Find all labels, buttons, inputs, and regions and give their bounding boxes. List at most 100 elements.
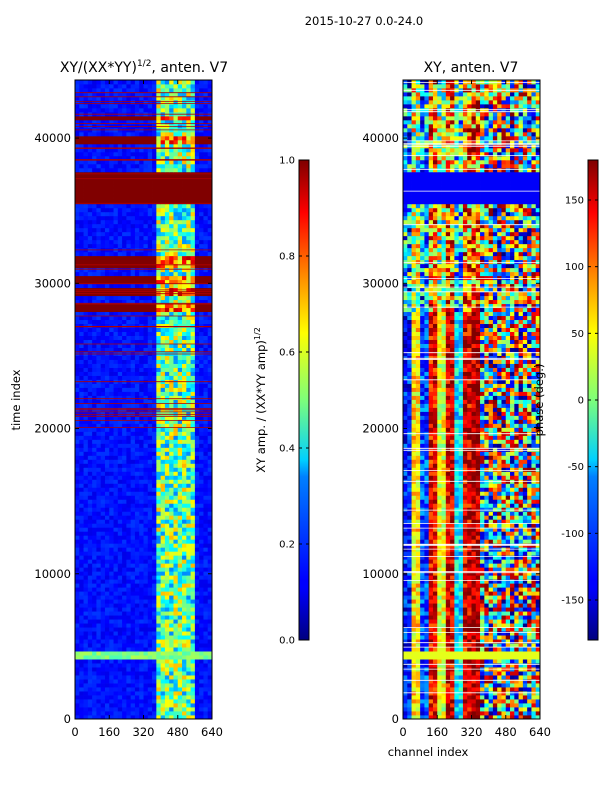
amplitude-heatmap-cell xyxy=(203,551,209,556)
amplitude-heatmap-cell xyxy=(117,179,123,185)
amplitude-heatmap-cell xyxy=(152,419,157,424)
amplitude-heatmap-cell xyxy=(139,615,144,620)
amplitude-heatmap-cell xyxy=(122,119,127,125)
amplitude-heatmap-cell xyxy=(109,435,114,440)
amplitude-heatmap-cell xyxy=(134,259,140,265)
amplitude-heatmap-cell xyxy=(92,495,97,500)
amplitude-heatmap-cell xyxy=(190,315,196,321)
amplitude-heatmap-cell xyxy=(143,311,149,317)
amplitude-heatmap-cell xyxy=(164,587,170,592)
amplitude-heatmap-cell xyxy=(117,603,123,608)
amplitude-heatmap-cell xyxy=(199,435,204,440)
amplitude-heatmap-cell xyxy=(83,435,89,440)
amplitude-heatmap-cell xyxy=(87,507,93,512)
amplitude-heatmap-cell xyxy=(109,499,114,504)
amplitude-heatmap-cell xyxy=(186,131,191,137)
amplitude-heatmap-cell xyxy=(169,475,174,480)
amplitude-heatmap-cell xyxy=(126,479,132,484)
amplitude-heatmap-cell xyxy=(186,187,191,193)
amplitude-heatmap-cell xyxy=(139,215,144,221)
amplitude-heatmap-cell xyxy=(156,403,162,408)
amplitude-heatmap-cell xyxy=(147,275,153,281)
amplitude-heatmap-cell xyxy=(104,307,110,313)
amplitude-heatmap-cell xyxy=(177,415,183,420)
amplitude-heatmap-cell xyxy=(79,515,84,520)
amplitude-heatmap-cell xyxy=(177,575,183,580)
amplitude-heatmap-cell xyxy=(147,579,153,584)
amplitude-heatmap-cell xyxy=(143,119,149,125)
amplitude-heatmap-cell xyxy=(143,599,149,604)
amplitude-heatmap-cell xyxy=(92,215,97,221)
amplitude-heatmap-cell xyxy=(160,211,166,217)
amplitude-heatmap-cell xyxy=(164,335,170,340)
amplitude-heatmap-cell xyxy=(203,103,209,109)
amplitude-heatmap-cell xyxy=(203,675,209,680)
amplitude-heatmap-cell xyxy=(177,279,183,285)
amplitude-heatmap-cell xyxy=(75,643,80,648)
amplitude-heatmap-cell xyxy=(100,475,106,480)
amplitude-heatmap-cell xyxy=(130,439,136,444)
amplitude-heatmap-cell xyxy=(139,699,144,704)
amplitude-heatmap-cell xyxy=(87,715,93,720)
amplitude-heatmap-cell xyxy=(182,183,187,189)
amplitude-heatmap-cell xyxy=(92,583,97,588)
amplitude-heatmap-cell xyxy=(147,191,153,197)
amplitude-heatmap-cell xyxy=(75,483,80,488)
amplitude-heatmap-cell xyxy=(96,679,102,684)
amplitude-heatmap-cell xyxy=(190,495,196,500)
amplitude-heatmap-cell xyxy=(169,491,174,496)
amplitude-heatmap-cell xyxy=(199,603,204,608)
amplitude-heatmap-cell xyxy=(75,559,80,564)
amplitude-heatmap-cell xyxy=(100,615,106,620)
amplitude-heatmap-cell xyxy=(122,203,127,209)
amplitude-heatmap-cell xyxy=(87,151,93,157)
amplitude-heatmap-cell xyxy=(96,535,102,540)
amplitude-heatmap-cell xyxy=(194,575,200,580)
amplitude-heatmap-cell xyxy=(122,615,127,620)
amplitude-heatmap-cell xyxy=(199,299,204,305)
amplitude-heatmap-cell xyxy=(134,567,140,572)
amplitude-heatmap-cell xyxy=(113,579,119,584)
amplitude-heatmap-cell xyxy=(177,227,183,233)
amplitude-heatmap-cell xyxy=(87,155,93,161)
amplitude-heatmap-cell xyxy=(207,451,213,456)
amplitude-heatmap-cell xyxy=(164,199,170,205)
amplitude-heatmap-cell xyxy=(152,211,157,217)
amplitude-heatmap-cell xyxy=(182,607,187,612)
amplitude-heatmap-cell xyxy=(109,135,114,141)
amplitude-heatmap-cell xyxy=(83,319,89,325)
amplitude-heatmap-cell xyxy=(199,447,204,452)
amplitude-heatmap-cell xyxy=(164,211,170,217)
amplitude-heatmap-cell xyxy=(169,559,174,564)
amplitude-heatmap-cell xyxy=(160,103,166,109)
amplitude-heatmap-cell xyxy=(182,707,187,712)
amplitude-heatmap-cell xyxy=(126,295,132,301)
amplitude-heatmap-cell xyxy=(173,187,179,193)
amplitude-heatmap-cell xyxy=(92,419,97,424)
amplitude-heatmap-cell xyxy=(156,643,162,648)
amplitude-heatmap-cell xyxy=(169,263,174,269)
amplitude-heatmap-cell xyxy=(186,167,191,173)
amplitude-heatmap-cell xyxy=(177,551,183,556)
amplitude-heatmap-cell xyxy=(147,419,153,424)
amplitude-heatmap-cell xyxy=(75,647,80,652)
amplitude-heatmap-cell xyxy=(122,143,127,149)
amplitude-heatmap-cell xyxy=(134,411,140,416)
amplitude-heatmap-cell xyxy=(139,455,144,460)
amplitude-heatmap-cell xyxy=(117,655,123,660)
amplitude-heatmap-cell xyxy=(100,231,106,237)
amplitude-heatmap-cell xyxy=(194,679,200,684)
amplitude-heatmap-cell xyxy=(182,167,187,173)
amplitude-heatmap-cell xyxy=(122,671,127,676)
amplitude-heatmap-cell xyxy=(75,203,80,209)
amplitude-heatmap-cell xyxy=(92,427,97,432)
amplitude-heatmap-cell xyxy=(203,403,209,408)
amplitude-heatmap-cell xyxy=(104,439,110,444)
amplitude-heatmap-cell xyxy=(194,639,200,644)
amplitude-heatmap-cell xyxy=(182,319,187,325)
amplitude-heatmap-cell xyxy=(143,555,149,560)
amplitude-heatmap-cell xyxy=(126,595,132,600)
amplitude-heatmap-cell xyxy=(104,595,110,600)
amplitude-heatmap-cell xyxy=(96,499,102,504)
amplitude-heatmap-cell xyxy=(177,563,183,568)
